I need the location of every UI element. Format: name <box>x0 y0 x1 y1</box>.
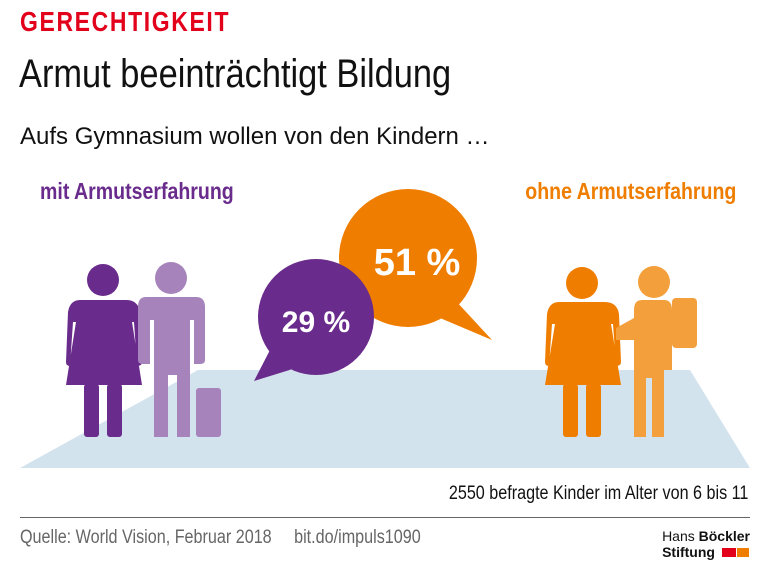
man-figure-lightpurple <box>138 262 221 437</box>
woman-figure-purple <box>66 264 142 437</box>
logo-text-hans: Hans <box>662 528 695 544</box>
subtitle: Aufs Gymnasium wollen von den Kindern … <box>20 123 490 150</box>
kicker: GERECHTIGKEIT <box>20 6 231 37</box>
speech-bubble-29: 29 % <box>254 259 374 381</box>
divider <box>20 517 750 518</box>
page-title: Armut beeinträchtigt Bildung <box>19 52 452 96</box>
source-link[interactable]: bit.do/impuls1090 <box>294 527 421 548</box>
logo: Hans Böckler Stiftung <box>662 528 750 560</box>
child-figure-backpack <box>616 266 697 437</box>
woman-figure-orange <box>545 267 621 437</box>
value-51: 51 % <box>374 242 461 284</box>
value-29: 29 % <box>282 306 350 339</box>
logo-mark <box>721 548 736 557</box>
source: Quelle: World Vision, Februar 2018 bit.d… <box>20 527 421 549</box>
speech-bubble-51: 51 % <box>339 189 492 340</box>
sample-note: 2550 befragte Kinder im Alter von 6 bis … <box>448 483 748 504</box>
source-text: Quelle: World Vision, Februar 2018 <box>20 527 272 548</box>
label-with-poverty: mit Armutserfahrung <box>40 178 234 204</box>
logo-text-boeckler: Böckler <box>698 528 750 544</box>
label-without-poverty: ohne Armutserfahrung <box>524 178 736 204</box>
logo-text-stiftung: Stiftung <box>662 544 715 560</box>
